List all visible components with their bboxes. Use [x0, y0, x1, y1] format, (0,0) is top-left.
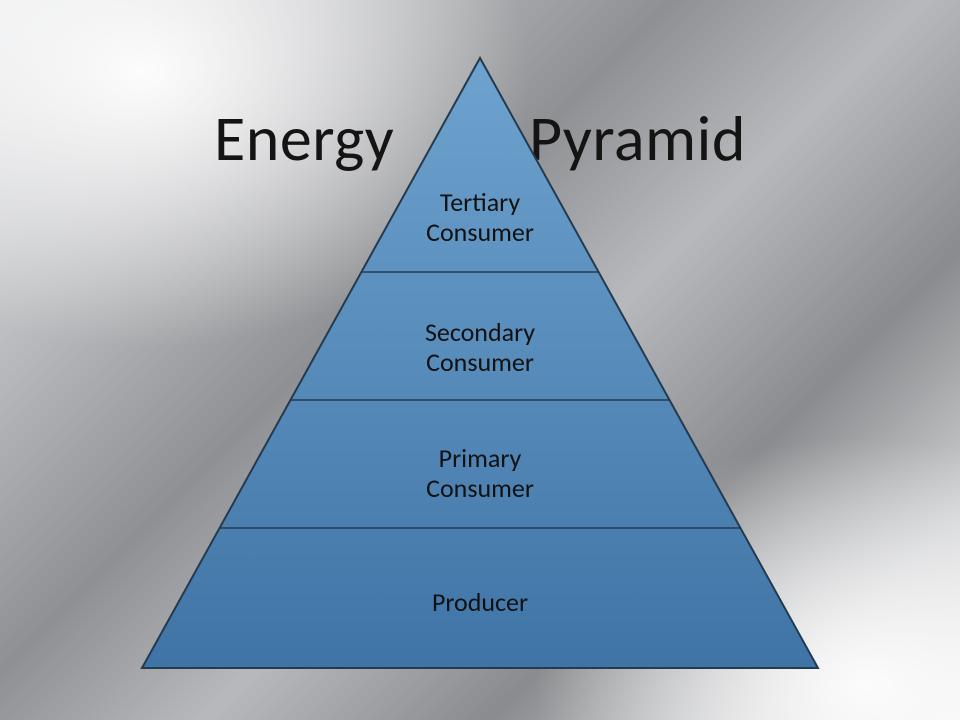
level-label-tertiary: Tertiary Consumer: [0, 188, 960, 248]
level-label-producer: Producer: [0, 588, 960, 618]
level-label-primary: Primary Consumer: [0, 444, 960, 504]
level-label-secondary: Secondary Consumer: [0, 318, 960, 378]
slide-stage: Energy Pyramid Tertiary ConsumerSecondar…: [0, 0, 960, 720]
